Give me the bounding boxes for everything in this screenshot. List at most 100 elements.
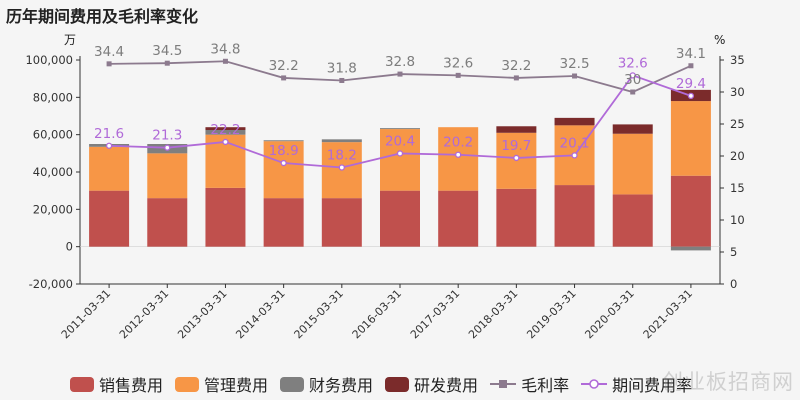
chart-title: 历年期间费用及毛利率变化 [6,7,199,26]
data-label-毛利率: 32.5 [560,56,590,72]
point-毛利率 [630,89,636,95]
y-left-tick-label: 40,000 [33,165,73,179]
y-right-tick-label: 20 [730,149,745,163]
point-毛利率 [106,61,112,67]
point-毛利率 [222,58,228,64]
legend-label: 销售费用 [99,376,164,395]
point-毛利率 [513,75,519,81]
x-tick-label: 2020-03-31 [582,287,636,341]
point-期间费用率 [338,164,345,171]
y-right-tick-label: 10 [730,213,745,227]
point-期间费用率 [222,138,229,146]
y-axis-right-unit: % [714,33,725,47]
x-tick-label: 2021-03-31 [641,287,695,341]
point-毛利率 [281,75,287,81]
bar-管理费用-2021-03-31 [670,101,711,176]
legend-item-管理费用: 管理费用 [175,372,268,396]
x-tick-label: 2013-03-31 [175,287,229,341]
data-label-期间费用率: 20.2 [443,135,473,151]
data-label-期间费用率: 21.3 [152,128,182,144]
y-left-tick-label: -20,000 [29,277,73,291]
data-label-毛利率: 32.2 [269,58,299,74]
data-label-毛利率: 32.6 [443,55,473,71]
labels-layer: 34.4 34.5 34.8 32.2 31.8 32.8 32.6 32.2 32.5 30 34… [94,41,706,163]
x-tick-label: 2019-03-31 [524,287,578,341]
legend-item-财务费用: 财务费用 [280,372,373,396]
legend-line-marker [581,379,608,389]
bar-财务费用-2021-03-31 [670,246,711,251]
data-label-期间费用率: 22.2 [210,122,240,138]
point-毛利率 [688,63,694,69]
bar-销售费用-2014-03-31 [263,198,304,247]
y-right-tick-label: 25 [730,117,745,131]
data-label-毛利率: 32.8 [385,54,415,70]
x-tick-label: 2012-03-31 [117,287,171,341]
bar-管理费用-2020-03-31 [612,133,653,195]
x-tick-label: 2015-03-31 [292,287,346,341]
data-label-期间费用率: 32.6 [618,55,648,71]
bar-销售费用-2021-03-31 [670,175,711,247]
point-期间费用率 [455,151,462,158]
bar-销售费用-2018-03-31 [496,188,537,247]
legend-item-毛利率: 毛利率 [490,372,569,396]
legend: 销售费用 管理费用 财务费用 研发费用 毛利率 期间费用率 [70,372,704,396]
legend-swatch [175,376,200,392]
legend-label: 财务费用 [309,376,374,395]
point-期间费用率 [396,150,404,157]
legend-swatch [280,376,305,392]
bar-管理费用-2017-03-31 [438,127,479,191]
bar-管理费用-2011-03-31 [89,146,130,191]
data-label-期间费用率: 18.2 [327,148,357,164]
data-label-毛利率: 34.4 [94,44,124,60]
bar-财务费用-2015-03-31 [321,139,362,143]
data-label-期间费用率: 21.6 [94,126,124,142]
bar-销售费用-2012-03-31 [147,198,188,247]
point-期间费用率 [687,92,695,99]
legend-swatch [385,376,410,392]
legend-item-销售费用: 销售费用 [70,372,163,396]
legend-label: 期间费用率 [612,376,693,395]
y-right-tick-label: 0 [730,277,737,291]
bar-销售费用-2017-03-31 [438,190,479,247]
point-毛利率 [164,60,170,66]
data-label-毛利率: 31.8 [327,60,357,76]
data-label-毛利率: 30 [624,72,641,88]
lines-layer [105,58,695,171]
y-left-tick-label: 100,000 [25,53,73,67]
legend-item-研发费用: 研发费用 [385,372,478,396]
x-tick-label: 2018-03-31 [466,287,520,341]
data-label-期间费用率: 19.7 [501,138,531,154]
data-label-毛利率: 34.5 [152,43,182,59]
y-left-tick-label: 60,000 [33,128,73,142]
bar-销售费用-2011-03-31 [89,190,130,247]
bar-研发费用-2020-03-31 [612,124,653,134]
data-label-期间费用率: 20.4 [385,133,415,149]
point-期间费用率 [513,154,520,162]
legend-line-marker [490,380,517,388]
legend-item-期间费用率: 期间费用率 [581,372,692,396]
point-期间费用率 [629,72,636,79]
y-axis-left-unit: 万 [64,33,76,47]
data-label-毛利率: 32.2 [501,58,531,74]
y-right-tick-label: 15 [730,181,745,195]
legend-label: 管理费用 [204,376,269,395]
bar-销售费用-2020-03-31 [612,194,653,247]
y-right-tick-label: 30 [730,85,745,99]
y-right-tick-label: 35 [730,53,745,67]
data-label-毛利率: 34.8 [210,41,240,57]
bar-管理费用-2012-03-31 [147,153,188,199]
point-期间费用率 [105,142,113,149]
legend-label: 研发费用 [414,376,479,395]
watermark: 创业板招商网 [662,370,794,394]
point-期间费用率 [280,159,287,167]
y-left-tick-label: 80,000 [33,90,73,104]
x-tick-label: 2011-03-31 [59,287,113,341]
bar-研发费用-2019-03-31 [554,117,595,126]
x-tick-label: 2016-03-31 [350,287,404,341]
bar-销售费用-2019-03-31 [554,185,595,247]
bar-财务费用-2016-03-31 [380,128,420,130]
point-毛利率 [455,72,461,78]
point-期间费用率 [164,144,171,151]
data-label-期间费用率: 20.1 [560,135,590,151]
